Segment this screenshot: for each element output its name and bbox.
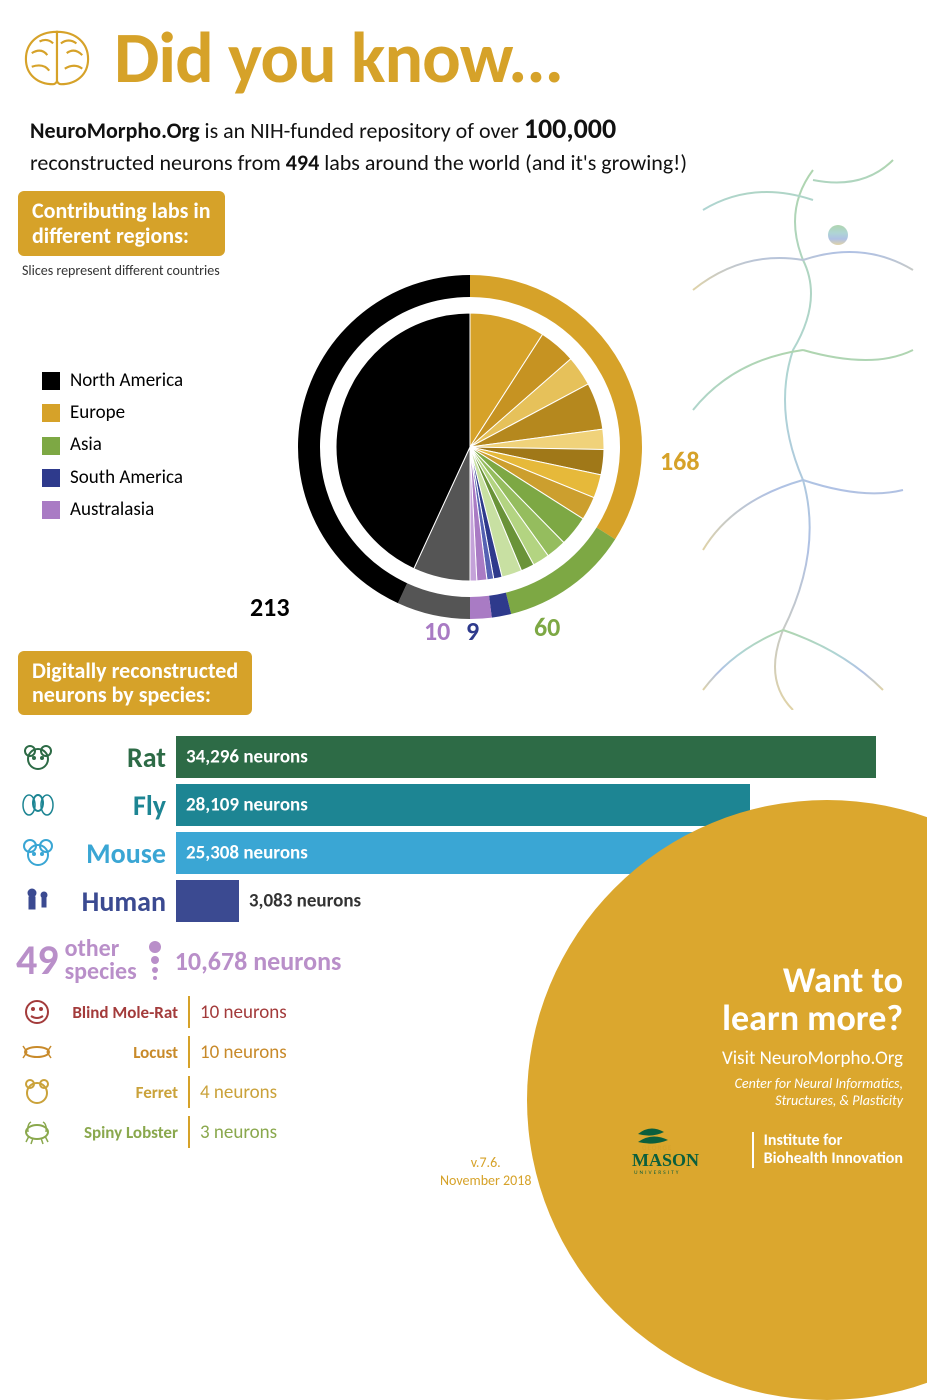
other-count: 49 — [16, 935, 59, 986]
donut-value-label: 60 — [534, 611, 560, 643]
header: Did you know... — [0, 0, 927, 106]
cta-title: Want to learn more? — [613, 962, 903, 1038]
species-name: Fly — [60, 788, 176, 823]
page-title: Did you know... — [114, 14, 563, 102]
minor-species-value: 10 neurons — [200, 1041, 287, 1064]
gmu-block: MASON GEORGE UNIVERSITY Institute for Bi… — [613, 1124, 903, 1176]
other-neurons: 10,678 neurons — [175, 945, 342, 977]
donut-value-label: 10 — [424, 615, 450, 647]
regions-tag: Contributing labs in different regions: — [18, 191, 225, 255]
legend-item: Australasia — [42, 494, 183, 526]
minor-species-value: 10 neurons — [200, 1001, 287, 1024]
version-info: v.7.6. November 2018 — [440, 1154, 531, 1190]
minor-species-icon — [16, 1036, 58, 1068]
gmu-logo-icon: MASON GEORGE UNIVERSITY — [630, 1124, 740, 1176]
species-name: Human — [60, 884, 176, 919]
other-label: other species — [65, 938, 137, 984]
subtitle: NeuroMorpho.Org is an NIH-funded reposit… — [0, 106, 927, 191]
donut-value-label: 168 — [660, 445, 700, 477]
regions-section: Contributing labs in different regions: … — [0, 191, 927, 648]
donut-value-label: 9 — [466, 615, 479, 647]
species-name: Rat — [60, 740, 176, 775]
cta-content: Want to learn more? Visit NeuroMorpho.Or… — [613, 962, 903, 1176]
legend-item: South America — [42, 462, 183, 494]
minor-species-name: Ferret — [58, 1082, 188, 1103]
species-row: Rat 34,296 neurons — [16, 733, 927, 781]
legend-item: North America — [42, 365, 183, 397]
donut-area: North AmericaEuropeAsiaSouth AmericaAust… — [0, 279, 927, 649]
institute-label: Institute for Biohealth Innovation — [752, 1132, 903, 1167]
species-icon — [16, 741, 60, 773]
minor-species-name: Locust — [58, 1042, 188, 1063]
other-dots-icon — [149, 941, 161, 980]
minor-species-icon — [16, 1116, 58, 1148]
minor-species-icon — [16, 1076, 58, 1108]
site-name: NeuroMorpho.Org — [30, 117, 200, 144]
legend-item: Asia — [42, 429, 183, 461]
species-bar: 34,296 neurons — [176, 736, 876, 778]
svg-text:GEORGE: GEORGE — [642, 1143, 672, 1152]
species-icon — [16, 789, 60, 821]
legend-item: Europe — [42, 397, 183, 429]
donut-value-label: 213 — [250, 591, 290, 623]
species-name: Mouse — [60, 836, 176, 871]
donut-chart — [290, 267, 650, 627]
cta-visit: Visit NeuroMorpho.Org — [613, 1047, 903, 1070]
minor-species-value: 3 neurons — [200, 1121, 277, 1144]
minor-species-name: Blind Mole-Rat — [58, 1002, 188, 1023]
species-icon — [16, 837, 60, 869]
brain-icon — [18, 24, 96, 92]
minor-species-value: 4 neurons — [200, 1081, 277, 1104]
minor-species-name: Spiny Lobster — [58, 1122, 188, 1143]
donut-legend: North AmericaEuropeAsiaSouth AmericaAust… — [42, 365, 183, 526]
species-tag: Digitally reconstructed neurons by speci… — [18, 651, 252, 715]
cta-center: Center for Neural Informatics, Structure… — [613, 1076, 903, 1110]
svg-text:UNIVERSITY: UNIVERSITY — [634, 1170, 680, 1176]
minor-species-icon — [16, 996, 58, 1028]
svg-text:MASON: MASON — [632, 1150, 699, 1170]
species-icon — [16, 885, 60, 917]
